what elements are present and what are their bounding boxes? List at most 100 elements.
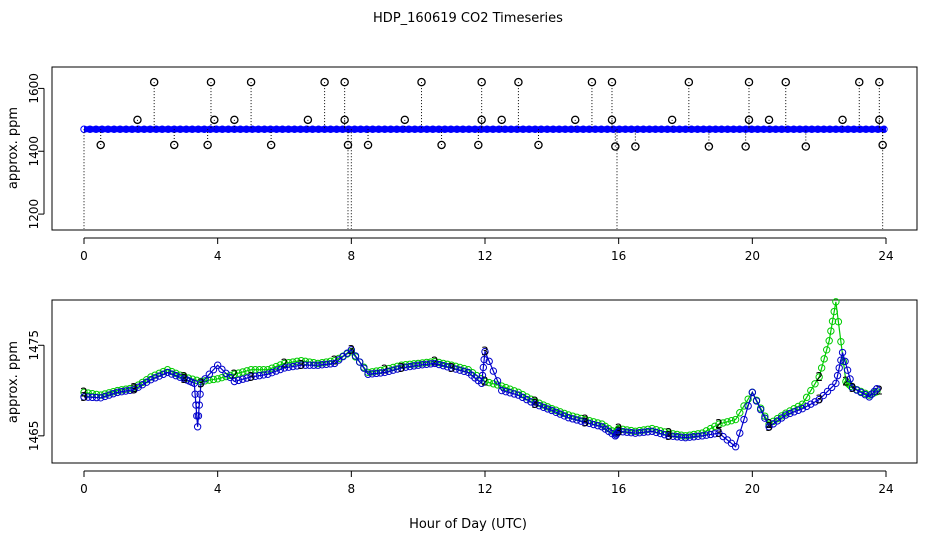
series-2-point [368,368,376,376]
series-3-point [222,369,230,378]
series-3-point [418,361,427,369]
series-3-point [635,428,644,437]
series-2-point [627,426,635,435]
series-3-point [827,383,836,392]
outlier-point [340,115,349,125]
series-3-point [305,361,314,369]
series-3-point [397,364,406,372]
series-3-point [435,360,443,369]
series-3-point [819,391,828,400]
series-3-point [117,387,126,396]
series-2-point [825,337,833,345]
series-3-label: 3 [849,381,857,395]
series-2-point [677,431,686,439]
series-3-point [360,364,368,372]
series-3-point [493,377,502,385]
series-3-point [782,411,790,419]
series-3-point [168,370,176,378]
series-3-point [351,352,360,360]
series-3-point [276,365,285,374]
series-3-point [247,373,255,381]
outlier-point [417,77,426,87]
series-3-point [581,418,589,426]
series-3-point [681,433,690,442]
outlier-point [631,142,640,151]
series-3-point [478,371,487,380]
series-2-point [828,317,837,325]
y-tick-label: 1475 [27,330,41,361]
outlier-point [878,140,887,150]
top-y-axis: 1200 1400 1600 [27,73,45,230]
x-tick-label: 12 [477,482,492,496]
series-3-point [685,433,694,441]
series-3-point [736,429,744,437]
series-2-point [209,375,218,384]
bottom-y-axis-label: approx. ppm [6,341,21,423]
series-3-point [706,430,715,439]
outlier-point [96,140,105,150]
bottom-plot-frame [51,299,918,464]
series-3-point [385,367,393,376]
y-tick-label: 1200 [27,199,41,230]
outlier-point [437,140,446,150]
series-3-point [92,393,101,402]
x-tick-label: 8 [348,482,356,496]
outlier-point [514,77,523,87]
x-tick-label: 24 [878,482,893,496]
series-3-point [126,386,134,395]
series-3-point [518,393,527,402]
series-3-label: 3 [398,361,406,375]
series-2-point [635,426,644,435]
series-3-point [389,366,397,374]
series-3-point [623,428,631,436]
outlier-point [570,115,580,125]
series-3-point [480,355,488,364]
series-3-point [652,428,660,437]
series-3-point [740,415,748,424]
outlier-point [744,115,754,125]
top-x-axis: 0 4 8 12 16 20 24 [80,237,894,263]
outlier-point [320,77,329,87]
series-3-point [833,371,842,380]
series-2-label: 2 [231,367,239,381]
series-2-point [255,366,264,374]
series-3-point [837,356,845,364]
series-2-point [740,402,748,410]
series-2-point [822,346,831,354]
series-3-point [452,365,460,373]
series-2-point [837,337,845,346]
series-3-point [506,389,514,397]
series-3-point [310,361,318,369]
series-3-point [280,364,289,372]
series-3-label: 3 [765,420,773,434]
series-3-point [226,373,234,382]
series-3-point [376,369,385,377]
series-2-point [802,393,811,402]
series-3-point [272,367,280,375]
top-panel: 0 4 8 12 16 20 24 1200 1400 1600 approx. ppm [6,66,918,263]
series-2-point [239,368,247,376]
bottom-x-axis: 0 4 8 12 16 20 24 [80,470,894,496]
outlier-point [781,77,791,87]
outlier-point [587,77,597,87]
series-2-point [815,373,823,381]
series-3-point [539,403,548,412]
series-3-point [846,375,854,383]
series-2-point [811,380,819,388]
series-2-point [168,367,176,376]
series-3-point [364,370,372,378]
series-3-point [756,405,765,414]
series-3-point [848,384,857,392]
series-2-point [727,416,736,425]
outlier-point [133,115,142,125]
outlier-point [611,142,620,151]
series-3-point [239,375,247,383]
series-2-point [786,407,794,415]
series-3-point [648,427,656,436]
series-3-point [857,388,865,397]
outlier-point [875,115,884,125]
series-2-point [80,388,88,397]
series-3-point [422,360,431,368]
outlier-point [744,77,754,87]
